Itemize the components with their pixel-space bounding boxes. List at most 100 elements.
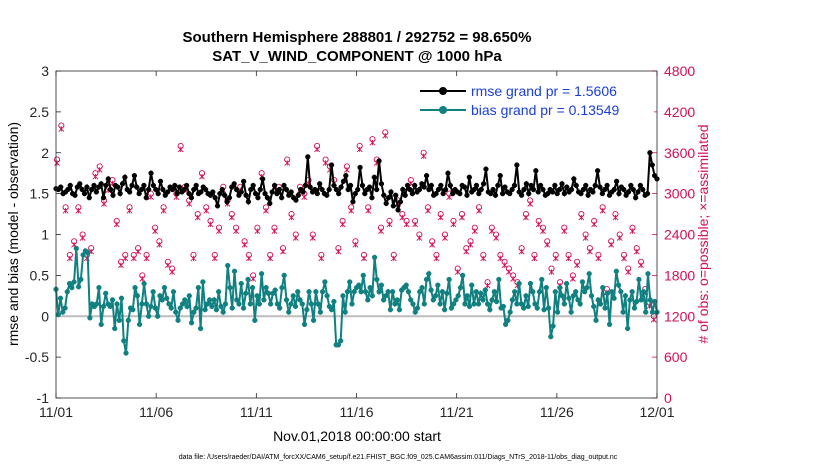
rmse-point bbox=[495, 182, 501, 189]
bias-point bbox=[491, 289, 497, 295]
bias-point bbox=[152, 305, 159, 311]
rmse-point bbox=[305, 154, 311, 160]
rmse-point bbox=[138, 186, 145, 193]
rmse-point bbox=[490, 186, 496, 193]
bias-point bbox=[471, 301, 477, 307]
rmse-point bbox=[466, 174, 472, 180]
obs-assimilated-point bbox=[501, 262, 508, 269]
bias-point bbox=[480, 297, 486, 303]
rmse-point bbox=[122, 174, 128, 180]
bias-point bbox=[254, 293, 260, 299]
rmse-point bbox=[407, 186, 413, 193]
rmse-point bbox=[580, 186, 587, 193]
bias-point bbox=[319, 289, 326, 295]
rmse-point bbox=[126, 189, 133, 195]
bias-point bbox=[98, 321, 104, 328]
obs-assimilated-point bbox=[314, 146, 320, 153]
rmse-point bbox=[174, 190, 180, 197]
legend: rmse grand pr = 1.5606 bias grand pr = 0… bbox=[418, 76, 654, 120]
bias-point bbox=[274, 301, 281, 307]
obs-assimilated-point bbox=[135, 248, 141, 255]
bias-point bbox=[322, 279, 328, 285]
obs-assimilated-point bbox=[250, 275, 257, 282]
y-left-tick-label: 2 bbox=[41, 145, 49, 161]
obs-assimilated-point bbox=[356, 146, 363, 153]
rmse-point bbox=[331, 182, 337, 189]
obs-assimilated-point bbox=[450, 221, 457, 228]
bias-point bbox=[107, 303, 113, 310]
rmse-point bbox=[388, 189, 394, 195]
bias-point bbox=[507, 309, 513, 315]
rmse-point bbox=[447, 182, 453, 189]
bias-point bbox=[561, 301, 568, 307]
bias-point bbox=[371, 254, 378, 261]
bias-point bbox=[545, 305, 552, 311]
bias-point bbox=[342, 309, 348, 315]
bias-point bbox=[177, 305, 183, 311]
obs-assimilated-point bbox=[497, 255, 504, 262]
bias-point bbox=[258, 271, 265, 277]
rmse-point bbox=[535, 189, 541, 195]
obs-assimilated-point bbox=[403, 221, 410, 228]
bias-point bbox=[265, 290, 272, 297]
rmse-point bbox=[594, 168, 601, 174]
rmse-point bbox=[635, 189, 641, 195]
y-axis-right-label: # of obs: o=possible; ×=assimilated bbox=[695, 124, 711, 343]
obs-assimilated-point bbox=[650, 316, 657, 323]
y-right-tick-label: 4800 bbox=[664, 63, 695, 79]
bias-point bbox=[385, 289, 391, 295]
bias-point bbox=[634, 298, 640, 305]
rmse-point bbox=[426, 186, 432, 193]
rmse-point bbox=[233, 186, 240, 193]
obs-assimilated-point bbox=[343, 166, 350, 173]
bias-point bbox=[69, 284, 75, 291]
obs-assimilated-point bbox=[156, 241, 163, 248]
rmse-point bbox=[345, 186, 351, 193]
bias-point bbox=[509, 297, 516, 303]
plot-area bbox=[56, 71, 657, 398]
rmse-point bbox=[366, 184, 373, 190]
bias-point bbox=[649, 309, 656, 315]
rmse-point bbox=[371, 174, 377, 180]
bias-point bbox=[532, 301, 538, 307]
obs-assimilated-point bbox=[92, 173, 99, 180]
y-right-tick-label: 3600 bbox=[664, 145, 695, 161]
bias-point bbox=[597, 301, 604, 307]
rmse-point bbox=[497, 172, 503, 179]
rmse-point bbox=[110, 192, 116, 198]
bias-point bbox=[313, 289, 319, 295]
bias-point bbox=[577, 301, 583, 307]
bias-point bbox=[193, 305, 199, 311]
rmse-point bbox=[628, 182, 634, 189]
bias-point bbox=[100, 303, 107, 310]
obs-assimilated-point bbox=[544, 241, 551, 248]
rmse-point bbox=[378, 181, 385, 187]
rmse-point bbox=[312, 186, 318, 193]
rmse-point bbox=[328, 162, 335, 168]
bias-point bbox=[534, 305, 540, 311]
obs-assimilated-point bbox=[96, 166, 103, 173]
bias-point bbox=[624, 325, 631, 332]
rmse-point bbox=[314, 190, 320, 197]
obs-assimilated-point bbox=[608, 241, 615, 248]
bias-point bbox=[369, 293, 375, 299]
bias-point bbox=[148, 303, 154, 310]
bias-point bbox=[360, 272, 366, 279]
bias-point bbox=[132, 284, 138, 291]
rmse-point bbox=[369, 195, 375, 201]
bias-point bbox=[358, 289, 364, 295]
bias-point bbox=[405, 289, 412, 295]
bias-point bbox=[505, 317, 511, 323]
rmse-point bbox=[340, 178, 347, 185]
data-file-footer: data file: /Users/raeder/DAI/ATM_forcXX/… bbox=[179, 454, 618, 461]
bias-point bbox=[453, 297, 459, 303]
rmse-point bbox=[530, 186, 537, 193]
bias-point bbox=[317, 309, 323, 315]
bias-point bbox=[347, 279, 353, 285]
bias-point bbox=[159, 297, 165, 303]
bias-point bbox=[502, 321, 509, 328]
rmse-point bbox=[336, 190, 342, 197]
y-left-tick-label: 0 bbox=[41, 308, 49, 324]
bias-point bbox=[394, 297, 400, 303]
rmse-point bbox=[226, 195, 233, 201]
